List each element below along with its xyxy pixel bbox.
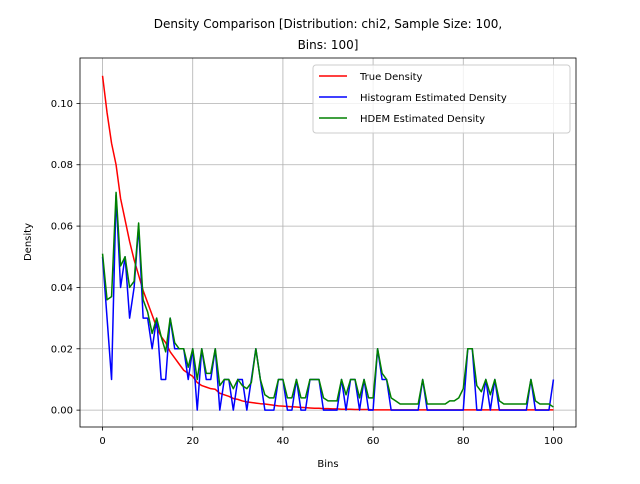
y-axis: 0.00 0.02 0.04 0.06 0.08 0.10 <box>51 99 80 417</box>
x-axis-label: Bins <box>317 459 338 470</box>
x-tick-label: 60 <box>367 436 380 447</box>
y-tick-label: 0.06 <box>51 222 73 233</box>
chart-title-line-1: Density Comparison [Distribution: chi2, … <box>154 17 502 31</box>
y-tick-label: 0.10 <box>51 99 73 110</box>
plot-frame <box>79 57 577 428</box>
plot-lines <box>101 75 555 411</box>
x-tick-label: 0 <box>99 436 105 447</box>
legend-label-2: HDEM Estimated Density <box>360 114 485 125</box>
chart-title-line-2: Bins: 100] <box>298 38 359 52</box>
x-tick-label: 100 <box>544 436 563 447</box>
series-line-2 <box>101 191 554 408</box>
y-axis-label: Density <box>23 223 34 261</box>
legend-label-1: Histogram Estimated Density <box>360 93 507 104</box>
x-axis: 0 20 40 60 80 100 <box>99 427 563 447</box>
legend: True Density Histogram Estimated Density H… <box>312 64 571 134</box>
y-tick-label: 0.00 <box>51 406 73 417</box>
legend-label-0: True Density <box>359 72 423 83</box>
y-tick-label: 0.08 <box>51 160 73 171</box>
legend-box <box>312 64 571 134</box>
series-line-1 <box>101 194 555 411</box>
x-tick-label: 40 <box>277 436 290 447</box>
x-tick-label: 80 <box>457 436 470 447</box>
grid-lines <box>80 58 576 427</box>
y-tick-label: 0.02 <box>51 344 73 355</box>
x-tick-label: 20 <box>186 436 199 447</box>
y-tick-label: 0.04 <box>51 283 73 294</box>
